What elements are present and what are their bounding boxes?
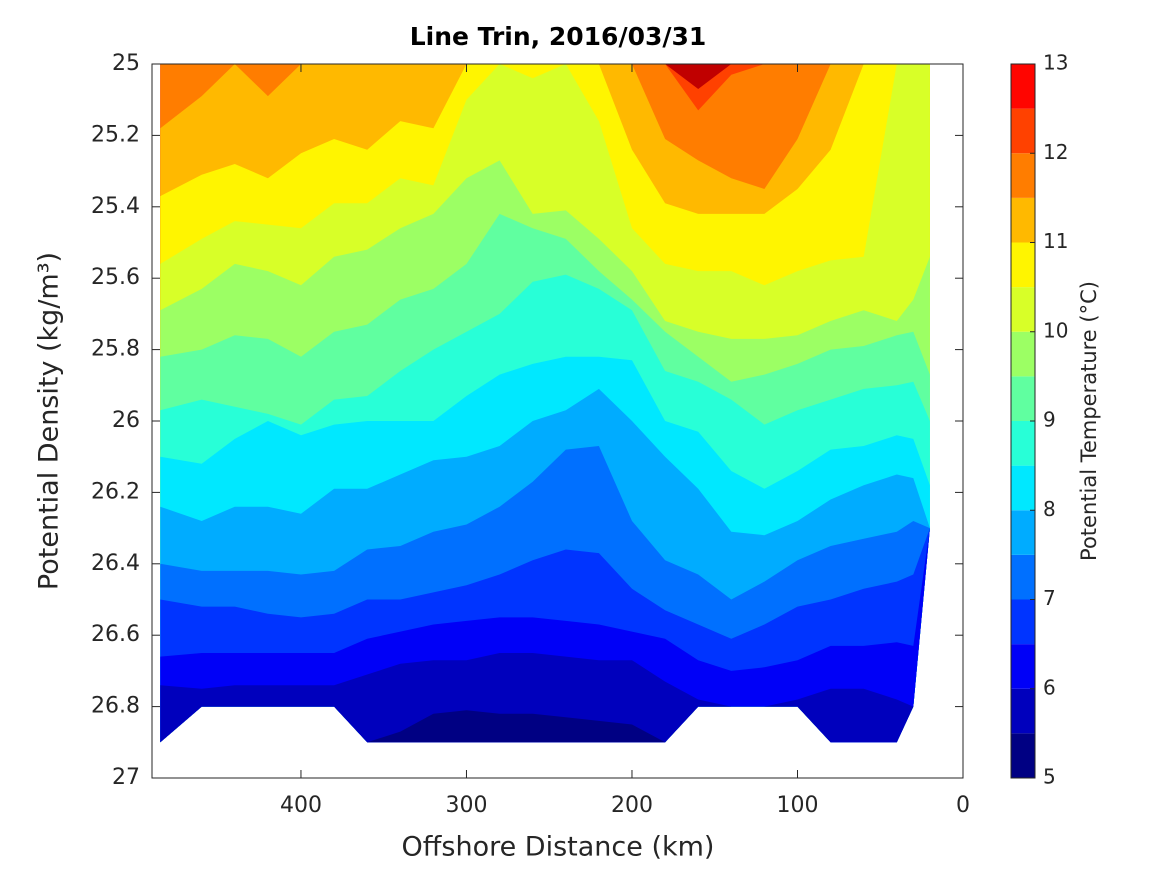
colorbar-tick-label: 9 (1043, 408, 1056, 432)
colorbar-tick-label: 5 (1043, 765, 1056, 789)
contour-fills (160, 64, 930, 743)
colorbar-band (1011, 599, 1035, 645)
colorbar-band (1011, 421, 1035, 466)
x-tick-label: 0 (956, 793, 970, 818)
colorbar-tick-label: 7 (1043, 586, 1056, 610)
y-tick-label: 25.8 (91, 337, 140, 362)
colorbar-tick-label: 8 (1043, 497, 1056, 521)
colorbar-label: Potential Temperature (°C) (1077, 281, 1101, 561)
contour-band (160, 528, 930, 743)
y-tick-label: 26.6 (91, 622, 140, 647)
colorbar-band (1011, 287, 1035, 332)
colorbar-band (1011, 510, 1035, 555)
colorbar-band (1011, 331, 1035, 377)
colorbar-tick-label: 12 (1043, 140, 1068, 164)
colorbar-band (1011, 197, 1035, 243)
colorbar-band (1011, 688, 1035, 734)
colorbar-tick-label: 11 (1043, 229, 1068, 253)
colorbar-band (1011, 554, 1035, 600)
chart-title: Line Trin, 2016/03/31 (410, 22, 707, 51)
axes: 400 300 200 100 0 25 25.2 25.4 25.6 25.8 26 26.2 26.… (91, 51, 1068, 819)
y-tick-label: 26.8 (91, 694, 140, 719)
y-tick-label: 25.4 (91, 194, 140, 219)
y-tick-label: 25.2 (91, 122, 140, 147)
colorbar-tick-label: 10 (1043, 318, 1068, 342)
x-tick-label: 400 (280, 793, 322, 818)
colorbar-band (1011, 242, 1035, 288)
y-tick-label: 26.2 (91, 479, 140, 504)
y-tick-label: 26.4 (91, 551, 140, 576)
y-tick-label: 25.6 (91, 265, 140, 290)
colorbar-band (1011, 465, 1035, 511)
x-tick-label: 200 (611, 793, 653, 818)
colorbar-band (1011, 733, 1035, 778)
y-axis-label: Potential Density (kg/m³) (34, 252, 65, 590)
colorbar-band (1011, 108, 1035, 154)
colorbar-band (1011, 64, 1035, 109)
colorbar-band (1011, 153, 1035, 198)
y-tick-label: 27 (112, 765, 140, 790)
x-axis-label: Offshore Distance (km) (402, 832, 715, 863)
x-tick-label: 100 (776, 793, 818, 818)
x-tick-label: 300 (445, 793, 487, 818)
colorbar-band (1011, 376, 1035, 421)
colorbar-band (1011, 644, 1035, 689)
colorbar-tick-label: 13 (1043, 51, 1068, 75)
y-tick-label: 25 (112, 51, 140, 76)
y-tick-label: 26 (112, 408, 140, 433)
colorbar-tick-label: 6 (1043, 675, 1056, 699)
